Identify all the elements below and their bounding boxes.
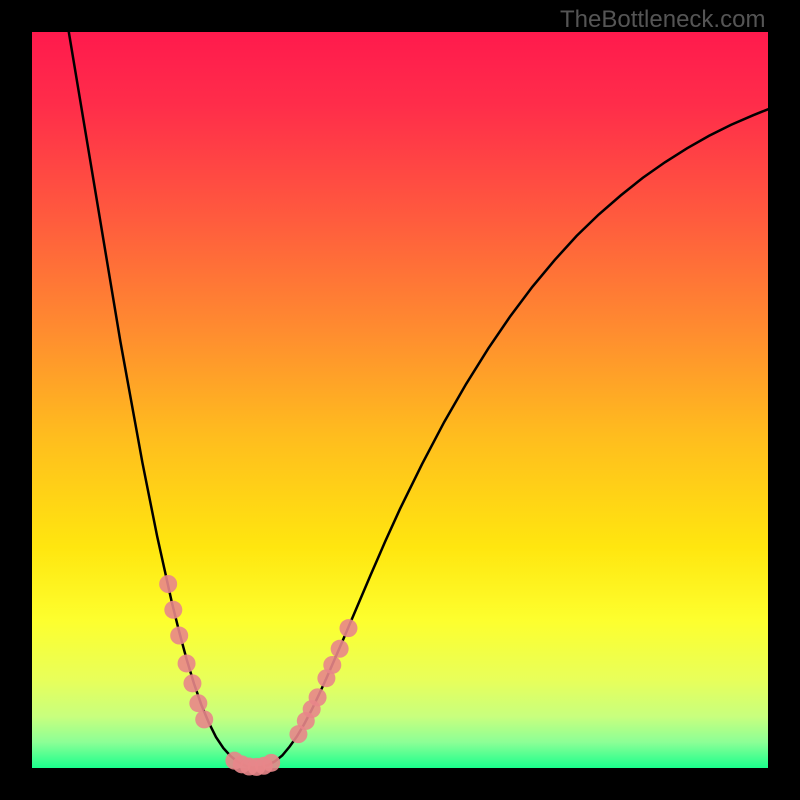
watermark-text: TheBottleneck.com <box>560 6 765 34</box>
marker-dot <box>339 619 357 637</box>
marker-dot <box>183 674 201 692</box>
marker-dot <box>331 640 349 658</box>
chart-svg <box>0 0 800 800</box>
marker-dot <box>262 754 280 772</box>
marker-dot <box>195 710 213 728</box>
marker-dot <box>309 688 327 706</box>
marker-dot <box>323 656 341 674</box>
marker-dot <box>159 575 177 593</box>
marker-dot <box>178 654 196 672</box>
plot-background <box>32 32 768 768</box>
marker-dot <box>164 601 182 619</box>
chart-frame: TheBottleneck.com <box>0 0 800 800</box>
marker-dot <box>189 694 207 712</box>
marker-dot <box>170 627 188 645</box>
